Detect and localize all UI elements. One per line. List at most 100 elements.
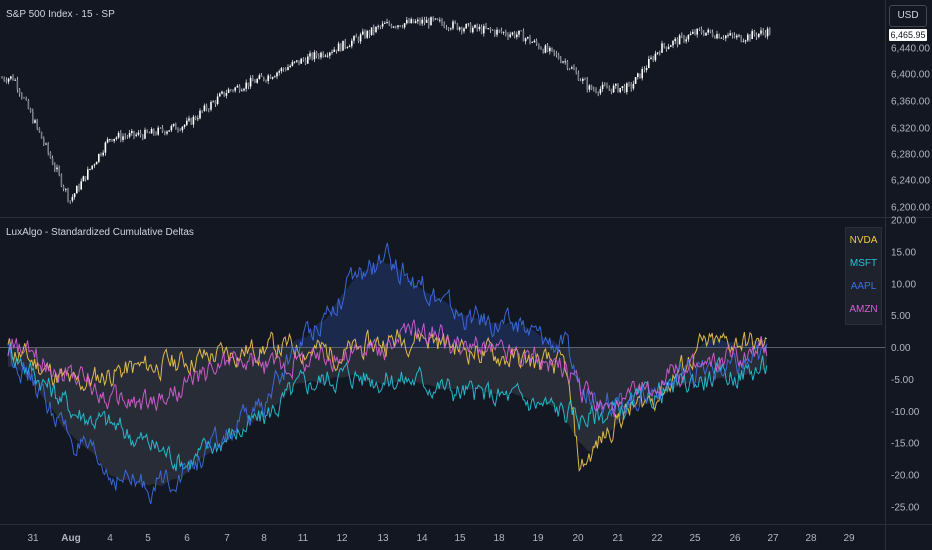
delta-bands xyxy=(8,261,767,486)
candle-body xyxy=(227,89,230,93)
legend-item-nvda[interactable]: NVDA xyxy=(849,235,878,246)
candle-body xyxy=(36,120,38,128)
candle-body xyxy=(751,31,753,40)
candle-body xyxy=(346,47,349,48)
candle-body xyxy=(137,132,140,135)
candle-body xyxy=(113,138,115,142)
upper-band xyxy=(8,261,767,348)
candle-body xyxy=(285,69,287,71)
candle-body xyxy=(49,152,52,158)
candle-body xyxy=(56,167,58,170)
price-axis-label: 6,280.00 xyxy=(891,150,930,161)
candle-body xyxy=(60,174,63,186)
price-y-axis[interactable]: 6,440.00 6,400.00 6,360.00 6,320.00 6,280.00… xyxy=(891,44,930,214)
candle-body xyxy=(430,17,432,26)
candle-body xyxy=(557,54,560,59)
time-axis-label: 20 xyxy=(572,533,584,544)
candle-body xyxy=(425,19,428,23)
delta-lines xyxy=(7,242,768,505)
indicator-y-axis[interactable]: 20.00 15.00 10.00 5.00 0.00 -5.00 -10.00 -15.00… xyxy=(891,216,920,514)
candle-body xyxy=(258,75,261,80)
candle-body xyxy=(351,40,353,47)
candle-body xyxy=(555,53,558,55)
legend-item-aapl[interactable]: AAPL xyxy=(850,281,877,292)
candle-body xyxy=(296,60,298,62)
candle-body xyxy=(676,38,679,45)
candle-body xyxy=(236,85,239,88)
candle-body xyxy=(142,135,144,139)
candle-body xyxy=(219,93,221,97)
candle-body xyxy=(711,32,714,37)
time-axis-label: 25 xyxy=(689,533,701,544)
candle-body xyxy=(102,152,104,156)
candle-body xyxy=(5,80,8,82)
time-axis[interactable]: 31 Aug 4 5 6 7 8 11 12 13 14 15 18 19 20 21 22 25 26 27 28 29 xyxy=(27,533,855,544)
candle-body xyxy=(194,116,197,120)
candle-body xyxy=(727,35,729,37)
candle-body xyxy=(98,153,100,162)
candle-body xyxy=(524,38,527,42)
candle-body xyxy=(597,92,599,94)
candle-body xyxy=(318,55,320,58)
candle-body xyxy=(571,67,573,69)
candle-body xyxy=(736,35,738,38)
candle-body xyxy=(753,31,756,35)
candle-body xyxy=(388,21,390,25)
currency-button[interactable]: USD xyxy=(889,5,927,27)
candle-body xyxy=(414,21,417,23)
series-line-msft xyxy=(7,342,768,472)
candle-body xyxy=(478,26,481,29)
candle-body xyxy=(463,28,465,32)
candle-body xyxy=(397,25,399,28)
candle-body xyxy=(436,18,439,20)
candle-body xyxy=(109,139,111,140)
candle-body xyxy=(362,31,364,35)
candle-body xyxy=(749,34,751,40)
candle-body xyxy=(126,136,129,138)
candle-body xyxy=(122,136,124,141)
candle-body xyxy=(18,89,21,94)
candle-body xyxy=(269,75,272,79)
candle-body xyxy=(659,52,661,54)
candle-body xyxy=(311,53,313,60)
candle-body xyxy=(454,21,456,24)
candle-body xyxy=(579,80,582,82)
candle-body xyxy=(225,92,228,96)
candle-body xyxy=(520,30,522,32)
candle-body xyxy=(78,186,80,190)
candle-body xyxy=(474,24,476,28)
candle-body xyxy=(522,31,525,42)
legend: NVDA MSFT AAPL AMZN xyxy=(845,227,882,325)
time-axis-label: 12 xyxy=(336,533,348,544)
candle-body xyxy=(718,34,720,39)
candle-body xyxy=(267,75,269,82)
candle-body xyxy=(10,76,12,79)
candle-body xyxy=(93,164,96,166)
candle-body xyxy=(342,40,344,51)
candle-body xyxy=(705,32,707,36)
indicator-axis-label: -25.00 xyxy=(891,503,920,514)
candle-body xyxy=(214,101,217,104)
candle-body xyxy=(731,33,734,36)
candle-body xyxy=(124,136,126,138)
candle-body xyxy=(498,29,500,31)
candle-body xyxy=(637,73,639,78)
candle-body xyxy=(47,143,49,153)
time-axis-label: 28 xyxy=(805,533,817,544)
candle-body xyxy=(381,23,384,27)
candle-body xyxy=(155,133,157,135)
legend-item-msft[interactable]: MSFT xyxy=(849,258,878,269)
candle-body xyxy=(150,128,153,134)
candle-body xyxy=(546,45,549,52)
candle-body xyxy=(551,47,553,50)
candle-body xyxy=(84,176,87,180)
candle-body xyxy=(368,30,371,35)
candle-body xyxy=(364,31,366,38)
price-candles xyxy=(1,16,771,204)
candle-body xyxy=(201,110,203,112)
legend-item-amzn[interactable]: AMZN xyxy=(849,304,878,315)
candle-body xyxy=(243,88,245,91)
candle-body xyxy=(271,77,274,79)
candle-body xyxy=(164,131,166,134)
